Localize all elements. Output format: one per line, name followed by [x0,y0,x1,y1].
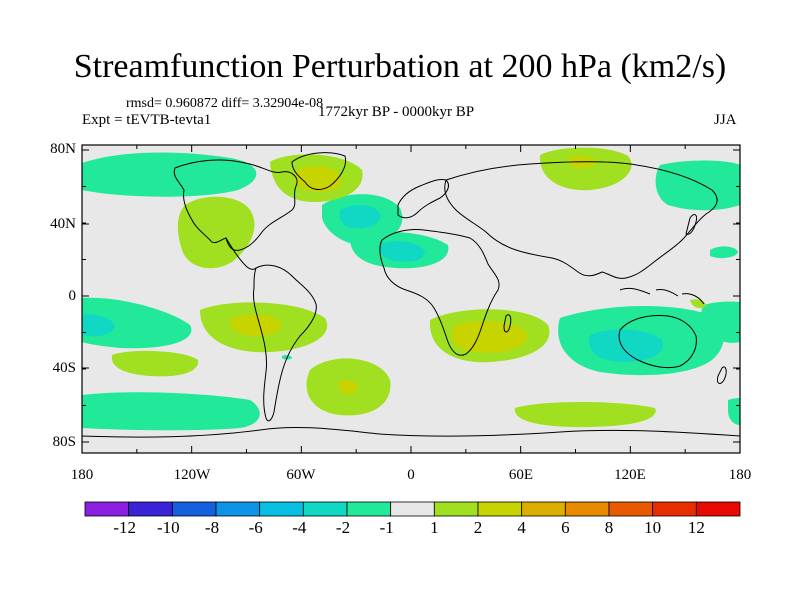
colorbar-swatch [302,501,348,517]
colorbar-swatch [171,501,217,517]
colorbar [84,501,741,517]
lat-label-40n: 40N [50,216,76,232]
colorbar-swatch [521,501,566,517]
colorbar-label: 2 [473,518,483,537]
lon-label-120w: 120W [173,467,211,483]
lon-label-180w: 180 [70,467,94,483]
colorbar-label: 12 [687,518,705,537]
colorbar-label: -8 [204,518,220,537]
colorbar-swatch [84,501,130,517]
lon-label-0: 0 [407,467,415,483]
lon-label-60w: 60W [286,467,316,483]
contour-region-negative [701,301,740,343]
coastline-greenland [291,152,347,190]
colorbar-swatch [695,501,741,517]
colorbar-label: -1 [379,518,394,537]
colorbar-swatch [390,501,435,517]
coastline-africa [379,229,500,356]
colorbar-label: -6 [248,518,263,537]
coastline-south-america [253,264,317,422]
coastlines [82,152,740,438]
contour-region-positive [111,350,199,377]
lat-label-80n: 80N [50,141,76,157]
colorbar-label: -12 [113,518,136,537]
coastline-europe [397,179,449,219]
lat-label-equator: 0 [68,288,77,304]
stats-line: rmsd= 0.960872 diff= 3.32904e-08 [126,96,324,111]
contour-region-negative [710,246,738,259]
contour-fields [82,147,740,431]
lon-label-60e: 60E [508,467,534,483]
contour-region-positive [338,380,358,395]
coastline-new-zealand [717,366,727,384]
period-label: 1772kyr BP - 0000kyr BP [318,104,475,120]
colorbar-label: -2 [335,518,351,537]
colorbar-label: 4 [517,518,526,537]
figure-title: Streamfunction Perturbation at 200 hPa (… [73,48,727,85]
contour-region-negative [82,314,115,337]
coastline-central-america [225,237,257,270]
colorbar-swatch [564,501,610,517]
coastline-madagascar [503,314,512,333]
colorbar-label: 8 [604,518,614,537]
contour-region-negative [82,152,257,197]
colorbar-swatch [477,501,523,517]
colorbar-swatch [433,501,479,517]
experiment-label: Expt = tEVTB-tevta1 [82,112,212,128]
contour-region-positive [230,314,282,337]
coastline-australia [618,315,697,369]
coastline-north-america [173,159,298,251]
coastline-japan [685,214,697,235]
season-label: JJA [714,112,737,128]
colorbar-label: 10 [644,518,662,537]
contour-region-negative [339,205,381,229]
contour-region-positive [539,147,632,191]
lon-label-180e: 180 [728,467,752,483]
lon-label-120e: 120E [614,467,646,483]
colorbar-swatch [652,501,697,517]
lat-label-80s: 80S [52,434,76,450]
contour-region-negative [82,392,260,431]
colorbar-label: -4 [292,518,307,537]
lat-label-40s: 40S [52,360,76,376]
contour-region-negative [379,241,425,262]
coastline-asia [444,161,718,279]
contour-region-negative [589,329,664,362]
colorbar-label: -10 [156,518,180,537]
colorbar-swatch [608,501,654,517]
colorbar-label: 1 [430,518,439,537]
contour-region-positive [514,402,656,428]
colorbar-swatch [346,501,392,517]
contour-region-negative [82,297,192,349]
coastline-antarctica [82,426,740,438]
colorbar-swatch [128,501,173,517]
colorbar-swatch [259,501,304,517]
axis-ticks [81,145,741,453]
colorbar-swatch [215,501,261,517]
contour-region-negative [728,398,740,425]
coastline-southeast-asia-islands [619,287,705,305]
colorbar-label: 6 [561,518,570,537]
contour-region-negative [655,160,740,211]
